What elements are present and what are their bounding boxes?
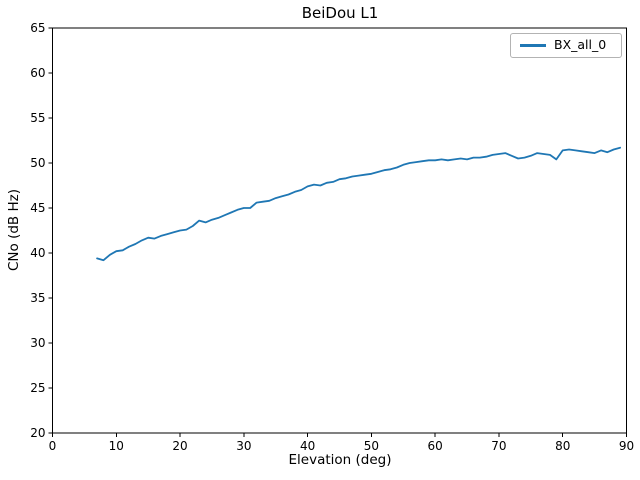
x-tick-label: 50 xyxy=(364,439,379,453)
x-tick-label: 30 xyxy=(236,439,251,453)
axes-spines xyxy=(52,27,627,434)
y-tick-label: 35 xyxy=(30,291,45,305)
y-tick-label: 30 xyxy=(30,336,45,350)
y-tick-label: 65 xyxy=(30,21,45,35)
y-tick-label: 50 xyxy=(30,156,45,170)
x-tick-label: 10 xyxy=(109,439,124,453)
x-tick-label: 90 xyxy=(619,439,634,453)
y-tick-label: 25 xyxy=(30,381,45,395)
y-tick-label: 60 xyxy=(30,66,45,80)
x-tick-label: 80 xyxy=(555,439,570,453)
legend-entry-label: BX_all_0 xyxy=(554,37,607,53)
x-tick-label: 60 xyxy=(428,439,443,453)
y-tick-label: 45 xyxy=(30,201,45,215)
legend-line-sample xyxy=(520,44,546,47)
x-tick-label: 20 xyxy=(172,439,187,453)
legend: BX_all_0 xyxy=(510,33,622,58)
y-tick-label: 55 xyxy=(30,111,45,125)
y-axis-label: CNo (dB Hz) xyxy=(6,189,22,271)
x-tick-label: 70 xyxy=(491,439,506,453)
x-axis-label: Elevation (deg) xyxy=(288,452,392,468)
x-tick-label: 0 xyxy=(49,439,57,453)
y-tick-label: 40 xyxy=(30,246,45,260)
y-tick-label: 20 xyxy=(30,426,45,440)
data-line-BX_all_0 xyxy=(96,146,621,262)
x-tick-label: 40 xyxy=(300,439,315,453)
chart-title: BeiDou L1 xyxy=(301,4,379,22)
